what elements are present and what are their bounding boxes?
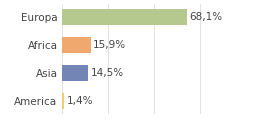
Text: 68,1%: 68,1%	[190, 12, 223, 22]
Bar	[62, 93, 64, 109]
Text: 1,4%: 1,4%	[66, 96, 93, 106]
Text: 14,5%: 14,5%	[91, 68, 124, 78]
Text: 15,9%: 15,9%	[93, 40, 126, 50]
Bar	[62, 9, 187, 25]
Bar	[62, 65, 88, 81]
Bar	[62, 37, 91, 53]
